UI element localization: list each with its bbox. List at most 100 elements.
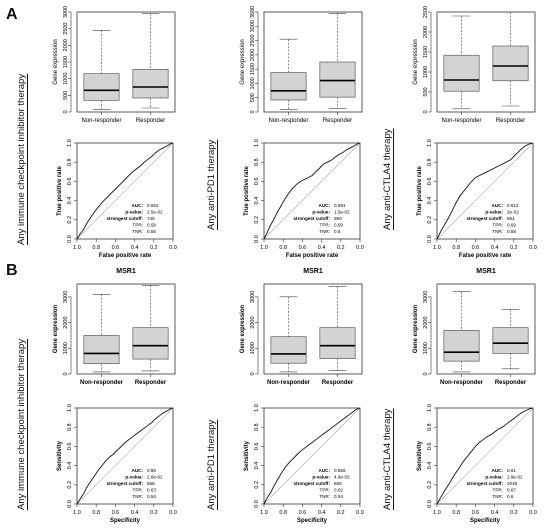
y-axis-label: Sensitivity bbox=[244, 440, 250, 471]
x-tick-label: 0.2 bbox=[510, 245, 518, 251]
x-tick-label: 0.8 bbox=[279, 245, 287, 251]
diagonal-reference bbox=[263, 142, 361, 240]
y-tick-label: 0.4 bbox=[67, 462, 73, 470]
stats-label: TPR: bbox=[320, 223, 330, 228]
stats-label: AUC: bbox=[319, 203, 331, 208]
plot-frame bbox=[76, 11, 176, 113]
x-axis-label: Specificity bbox=[110, 518, 141, 524]
x-tick-label: 0.2 bbox=[337, 510, 345, 516]
y-axis-label: Gene expression bbox=[53, 39, 59, 84]
y-tick-label: 0.2 bbox=[254, 481, 260, 489]
y-tick-label: 3000 bbox=[250, 20, 256, 32]
y-tick-label: 0.8 bbox=[254, 158, 260, 166]
stats-value: 0.612 bbox=[507, 203, 519, 208]
plot-frame bbox=[263, 142, 361, 240]
x-tick-label: 0.2 bbox=[510, 510, 518, 516]
plot-frame bbox=[76, 407, 174, 505]
chart-title: MSR1 bbox=[116, 268, 136, 275]
boxplot-a-any: 0 500 1000 1500 2000 2500 3000 Gene expression N… bbox=[53, 6, 176, 124]
plot-frame bbox=[76, 142, 174, 240]
y-tick-label: 0.0 bbox=[67, 235, 73, 243]
y-tick-label: 0.4 bbox=[254, 462, 260, 470]
stats-label: TNR: bbox=[132, 494, 143, 499]
y-tick-label: 0.6 bbox=[254, 443, 260, 451]
x-tick-label: 0.8 bbox=[92, 245, 100, 251]
y-axis-label: True positive rate bbox=[244, 165, 250, 215]
stats-label: AUC: bbox=[132, 468, 144, 473]
x-tick-label: 0.4 bbox=[131, 510, 139, 516]
stats-label: TPR: bbox=[493, 488, 503, 493]
stats-label: p-value: bbox=[125, 210, 143, 215]
y-tick-label: 2500 bbox=[63, 23, 69, 35]
y-axis-label: Sensitivity bbox=[57, 440, 63, 471]
x-tick-label: 1.0 bbox=[260, 245, 268, 251]
x-tick-label: 0.8 bbox=[452, 245, 460, 251]
x-tick-label: 1.0 bbox=[73, 510, 81, 516]
chart-title: MSR1 bbox=[303, 268, 323, 275]
box-iqr bbox=[132, 327, 169, 360]
y-tick-label: 500 bbox=[423, 87, 429, 96]
box-iqr bbox=[443, 54, 480, 92]
x-tick-label: 0.4 bbox=[318, 245, 326, 251]
x-tick-label: Responder bbox=[323, 118, 352, 124]
y-tick-label: 0 bbox=[63, 372, 69, 375]
stats-label: AUC: bbox=[492, 203, 504, 208]
stats-value: 0.61 bbox=[507, 468, 516, 473]
roc-curve bbox=[76, 142, 174, 240]
boxplot-b-pd1: MSR1 0 1000 2000 3000 Gene expression Non-resp… bbox=[240, 268, 363, 386]
plot-frame bbox=[76, 283, 176, 375]
x-tick-label: 0.4 bbox=[318, 510, 326, 516]
y-tick-label: 1500 bbox=[250, 63, 256, 75]
x-tick-label: 0.4 bbox=[491, 245, 499, 251]
roc-b-pd1: 1.0 0.8 0.6 0.4 0.2 0.0 0.0 0.2 0.4 0.6 0.8 1.0 Spec… bbox=[244, 404, 364, 524]
x-tick-label: 0.0 bbox=[356, 245, 364, 251]
x-tick-label: Responder bbox=[495, 380, 527, 386]
stats-label: TNR: bbox=[492, 229, 503, 234]
stats-label: strongest cutoff: bbox=[294, 481, 331, 486]
x-tick-label: Non-responder bbox=[80, 380, 124, 386]
y-tick-label: 1000 bbox=[423, 342, 429, 354]
x-tick-label: Non-responder bbox=[268, 118, 308, 124]
stats-value: 0.55 bbox=[147, 229, 156, 234]
boxplot-a-pd1: 0 500 1000 1500 2000 2500 3000 3500 Gene express… bbox=[240, 6, 363, 124]
y-tick-label: 3500 bbox=[250, 6, 256, 18]
x-tick-label: Non-responder bbox=[441, 118, 481, 124]
x-tick-label: 1.0 bbox=[433, 245, 441, 251]
stats-label: strongest cutoff: bbox=[107, 216, 144, 221]
stats-label: strongest cutoff: bbox=[294, 216, 331, 221]
stats-value: 0.591 bbox=[334, 203, 346, 208]
box-iqr bbox=[443, 329, 480, 362]
x-tick-label: 1.0 bbox=[260, 510, 268, 516]
stats-value: 2.6e-02 bbox=[147, 475, 163, 480]
x-axis-label: Specificity bbox=[297, 518, 328, 524]
y-tick-label: 3000 bbox=[63, 291, 69, 303]
stats-value: 950 bbox=[334, 216, 342, 221]
stats-label: p-value: bbox=[312, 210, 330, 215]
y-tick-label: 1500 bbox=[423, 46, 429, 58]
y-tick-label: 0.6 bbox=[254, 178, 260, 186]
stats-value: 0.59 bbox=[334, 223, 343, 228]
y-tick-label: 0.4 bbox=[427, 462, 433, 470]
y-tick-label: 0 bbox=[250, 110, 256, 113]
y-tick-label: 1000 bbox=[250, 342, 256, 354]
x-tick-label: Non-responder bbox=[81, 118, 121, 124]
x-tick-label: 0.6 bbox=[112, 510, 120, 516]
y-tick-label: 0 bbox=[63, 110, 69, 113]
x-tick-label: 0.0 bbox=[529, 245, 537, 251]
y-tick-label: 2500 bbox=[250, 34, 256, 46]
y-tick-label: 0.4 bbox=[254, 197, 260, 205]
stats-value: 0.63 bbox=[147, 488, 156, 493]
stats-value: 858 bbox=[147, 481, 155, 486]
stats-value: 0.6 bbox=[334, 229, 341, 234]
y-tick-label: 1000 bbox=[63, 342, 69, 354]
y-tick-label: 0.0 bbox=[254, 500, 260, 508]
stats-label: TPR: bbox=[133, 223, 143, 228]
y-tick-label: 2000 bbox=[63, 39, 69, 51]
box-iqr bbox=[319, 61, 356, 98]
y-tick-label: 0.0 bbox=[67, 500, 73, 508]
diagonal-reference bbox=[436, 407, 534, 505]
y-tick-label: 0 bbox=[423, 372, 429, 375]
x-tick-label: 0.8 bbox=[452, 510, 460, 516]
y-tick-label: 3000 bbox=[63, 6, 69, 18]
plot-frame bbox=[436, 11, 536, 113]
